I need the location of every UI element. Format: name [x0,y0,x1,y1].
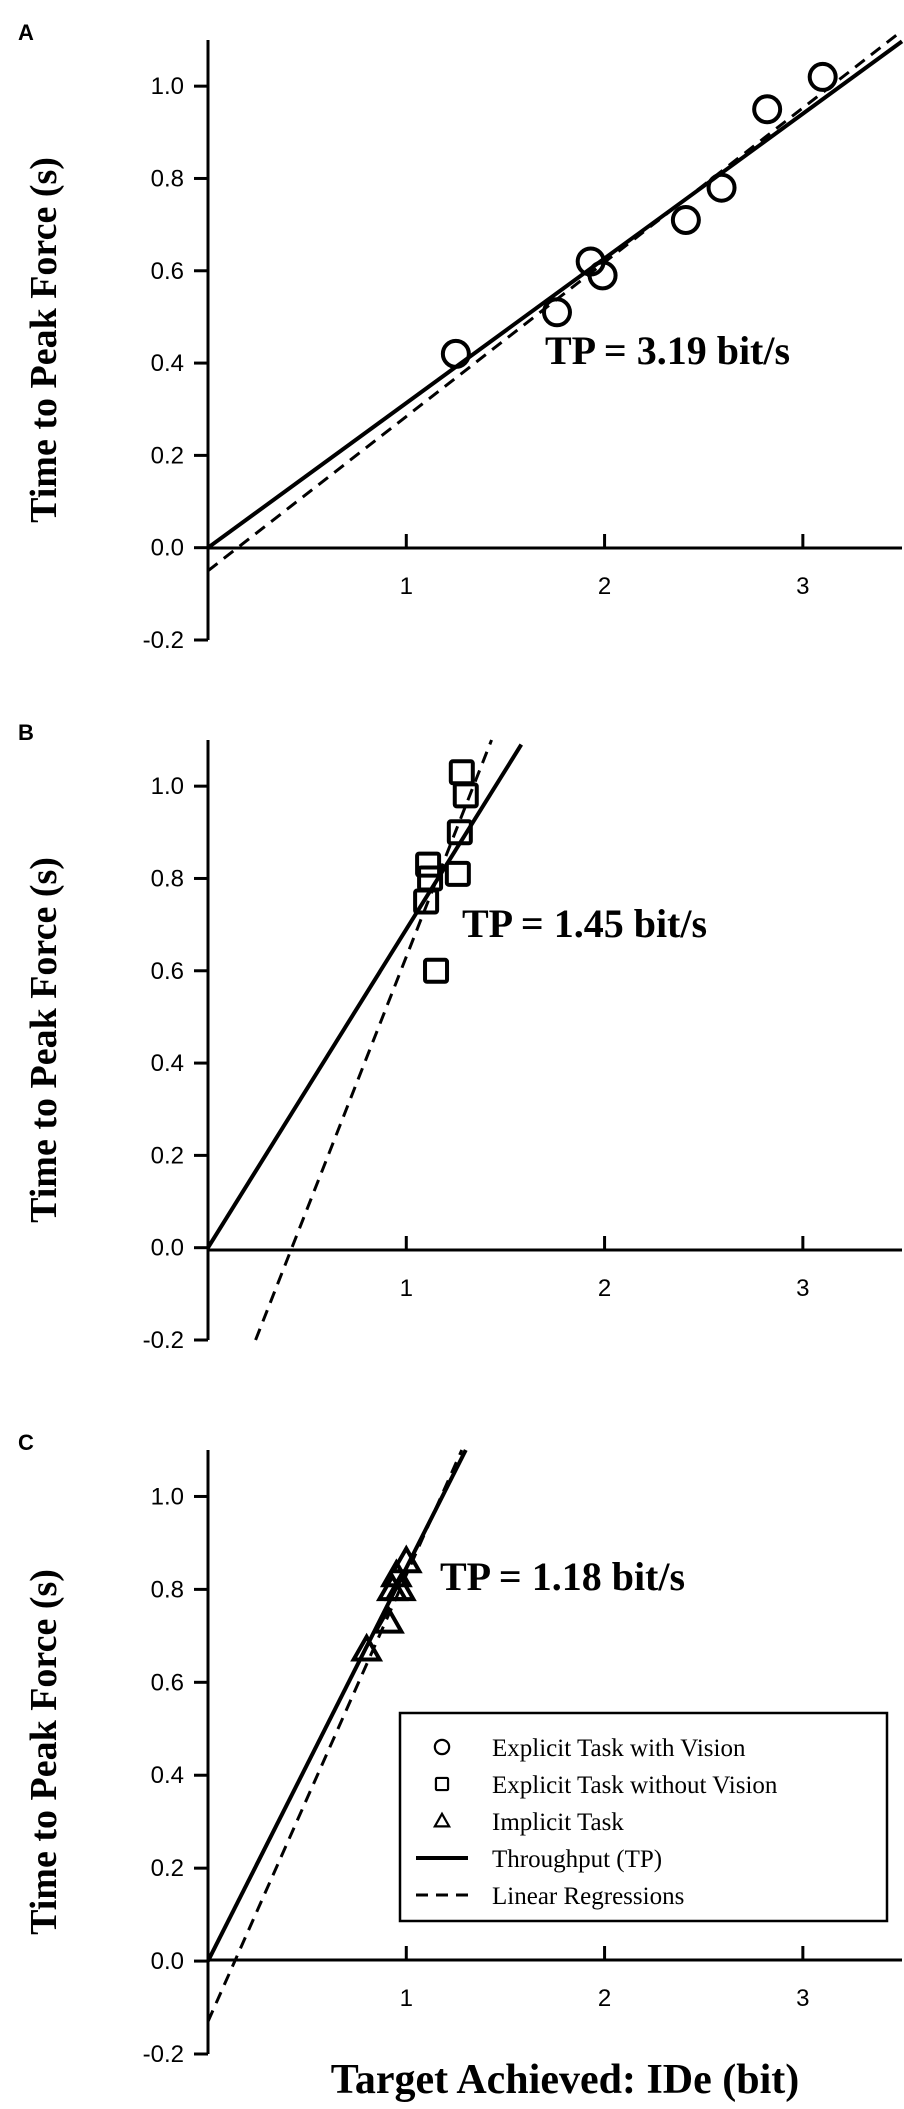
x-tick-label: 1 [400,1985,413,2012]
regression-line [207,29,903,572]
x-axis-label: Target Achieved: IDe (bit) [331,2057,800,2103]
x-tick-label: 2 [598,573,611,600]
y-tick-label: 1.0 [151,73,184,100]
legend-box [398,1711,889,1923]
x-tick-label: 2 [598,1985,611,2012]
tp-annotation: TP = 1.18 bit/s [440,1554,685,1599]
y-tick-label: 0.8 [151,865,184,892]
y-tick-label: 0.6 [151,258,184,285]
regression-line [254,739,493,1341]
data-point-circle [752,94,783,125]
y-tick-label: 0.4 [151,1050,184,1077]
x-tick-label: 3 [796,573,809,600]
data-point-circle [587,260,618,291]
y-tick-label: 0.0 [151,1235,184,1262]
y-tick-label: 0.8 [151,1576,184,1603]
x-tick-label: 3 [796,1985,809,2012]
x-tick-label: 1 [400,573,413,600]
data-point-circle [670,205,701,235]
y-tick-label: -0.2 [143,627,184,654]
data-point-triangle [350,1632,384,1662]
legend-label: Explicit Task with Vision [492,1735,746,1762]
y-tick-label: 0.2 [151,1855,184,1882]
legend-label: Explicit Task without Vision [492,1772,778,1799]
throughput-line [206,39,904,550]
legend-triangle-icon [432,1811,452,1828]
data-point-square [448,759,475,786]
x-tick-label: 2 [598,1275,611,1302]
data-point-square [413,888,440,915]
data-point-circle [440,338,471,369]
legend-circle-icon [433,1738,451,1756]
y-tick-label: -0.2 [143,1327,184,1354]
data-point-triangle [389,1544,423,1574]
y-axis-label: Time to Peak Force (s) [23,857,65,1223]
legend-label: Linear Regressions [492,1883,684,1910]
throughput-line [206,743,523,1249]
data-point-square [415,851,442,878]
x-tick-label: 3 [796,1275,809,1302]
legend-label: Implicit Task [492,1809,624,1836]
data-point-square [452,782,479,809]
y-tick-label: 0.6 [151,958,184,985]
legend-square-icon [434,1776,450,1792]
panel-letter: C [18,1430,34,1455]
y-tick-label: 0.2 [151,1142,184,1169]
y-tick-label: 0.6 [151,1669,184,1696]
panel-letter: A [18,20,34,45]
y-axis-label: Time to Peak Force (s) [23,1569,65,1935]
y-tick-label: 0.2 [151,442,184,469]
regression-line [206,1449,464,2023]
data-point-circle [807,61,838,92]
tp-annotation: TP = 3.19 bit/s [545,328,790,373]
y-tick-label: 0.0 [151,535,184,562]
panel-letter: B [18,720,34,745]
data-point-square [423,957,450,984]
y-tick-label: 1.0 [151,1483,184,1510]
x-tick-label: 1 [400,1275,413,1302]
data-point-square [446,819,473,846]
y-tick-label: 1.0 [151,773,184,800]
y-tick-label: 0.4 [151,1762,184,1789]
tp-annotation: TP = 1.45 bit/s [462,901,707,946]
data-point-circle [541,297,572,328]
data-point-square [444,860,471,887]
data-point-circle [706,172,737,203]
y-tick-label: 0.8 [151,165,184,192]
y-tick-label: -0.2 [143,2041,184,2068]
y-tick-label: 0.4 [151,350,184,377]
y-tick-label: 0.0 [151,1948,184,1975]
y-axis-label: Time to Peak Force (s) [23,157,65,523]
data-point-triangle [383,1572,417,1602]
data-point-triangle [371,1604,405,1634]
legend-label: Throughput (TP) [492,1846,662,1873]
